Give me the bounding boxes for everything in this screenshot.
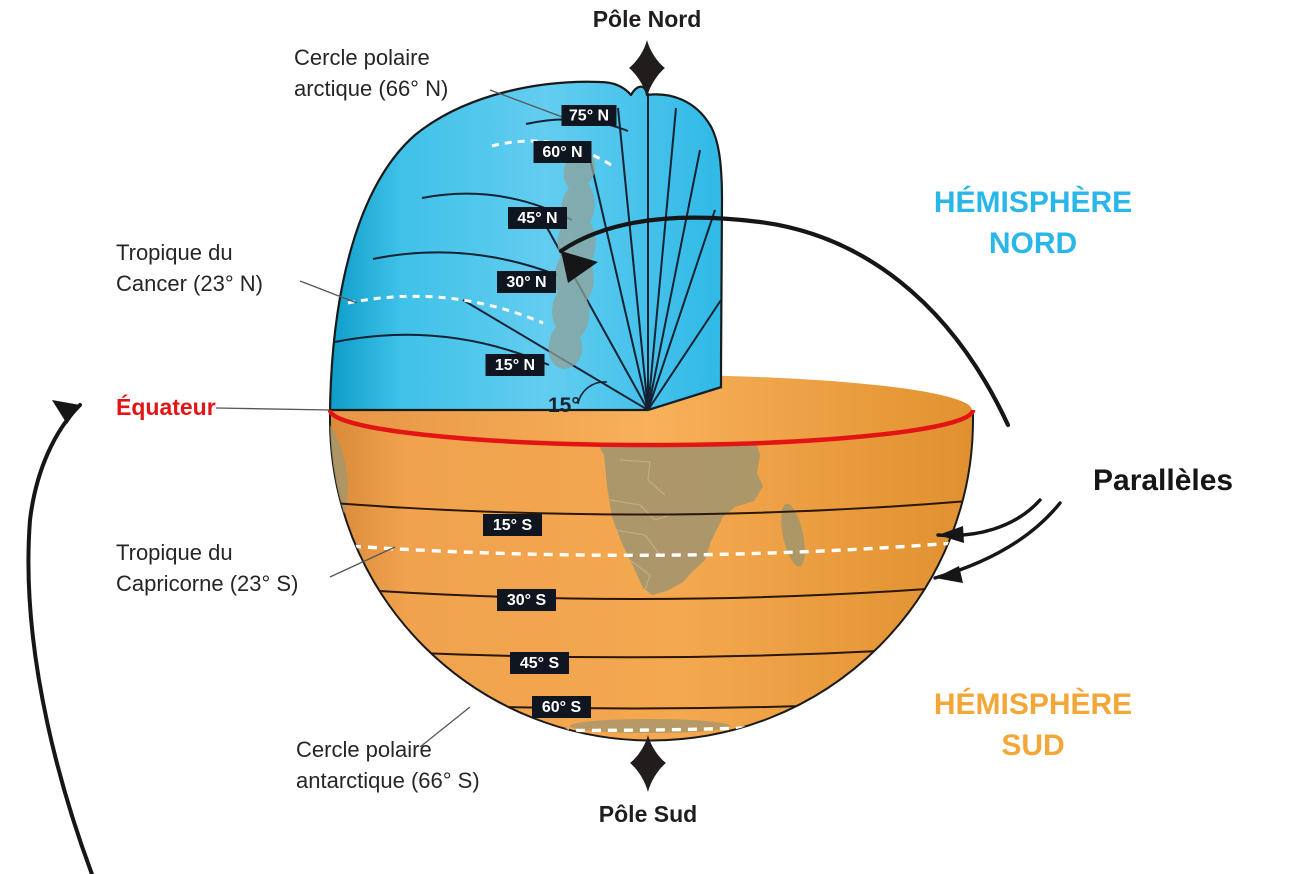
svg-text:Parallèles: Parallèles bbox=[1093, 464, 1233, 497]
svg-text:Pôle Nord: Pôle Nord bbox=[593, 6, 702, 32]
svg-text:45° N: 45° N bbox=[517, 210, 557, 227]
svg-text:HÉMISPHÈRE: HÉMISPHÈRE bbox=[934, 185, 1132, 219]
svg-text:60° N: 60° N bbox=[542, 144, 582, 161]
svg-text:Capricorne (23° S): Capricorne (23° S) bbox=[116, 571, 298, 596]
svg-text:HÉMISPHÈRE: HÉMISPHÈRE bbox=[934, 687, 1132, 721]
svg-text:45° S: 45° S bbox=[520, 655, 560, 672]
svg-text:15°: 15° bbox=[548, 394, 580, 417]
svg-text:75° N: 75° N bbox=[569, 108, 609, 125]
svg-text:Cercle polaire: Cercle polaire bbox=[294, 45, 430, 70]
svg-text:Équateur: Équateur bbox=[116, 393, 216, 420]
svg-text:NORD: NORD bbox=[989, 227, 1077, 260]
svg-text:15° S: 15° S bbox=[493, 517, 533, 534]
svg-text:arctique (66° N): arctique (66° N) bbox=[294, 76, 448, 101]
svg-text:15° N: 15° N bbox=[495, 357, 535, 374]
svg-text:Cancer (23° N): Cancer (23° N) bbox=[116, 271, 263, 296]
svg-text:antarctique (66° S): antarctique (66° S) bbox=[296, 768, 480, 793]
svg-text:60° S: 60° S bbox=[542, 699, 582, 716]
svg-text:SUD: SUD bbox=[1001, 729, 1064, 762]
svg-text:30° S: 30° S bbox=[507, 592, 547, 609]
svg-text:Cercle polaire: Cercle polaire bbox=[296, 737, 432, 762]
svg-text:30° N: 30° N bbox=[506, 274, 546, 291]
svg-text:Tropique du: Tropique du bbox=[116, 240, 233, 265]
svg-text:Tropique du: Tropique du bbox=[116, 540, 233, 565]
svg-text:Pôle Sud: Pôle Sud bbox=[599, 801, 697, 827]
